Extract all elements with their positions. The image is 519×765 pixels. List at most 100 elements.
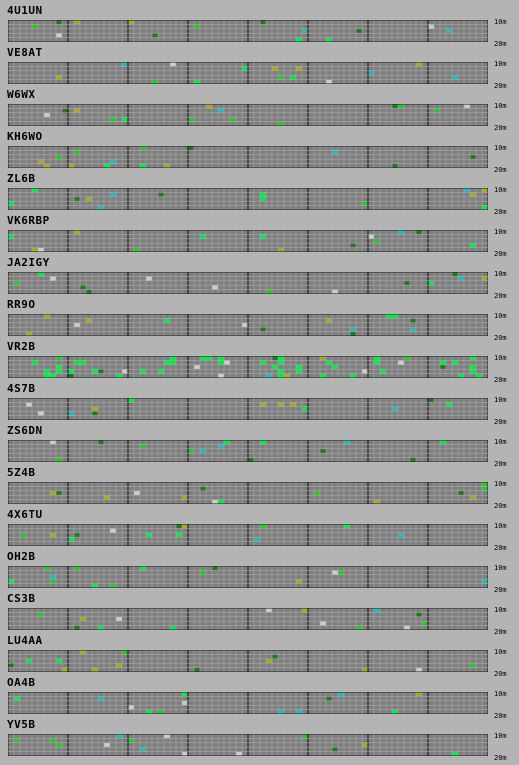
beacon-row: OH2B 10m 20m bbox=[0, 550, 519, 594]
signal-spot bbox=[278, 360, 284, 365]
beacon-row: 5Z4B 10m 20m bbox=[0, 466, 519, 510]
signal-spot bbox=[164, 734, 170, 739]
band-label-10m: 10m bbox=[494, 732, 507, 740]
signal-spot bbox=[50, 276, 56, 281]
signal-spot bbox=[74, 360, 80, 365]
beacon-row: ZL6B 10m 20m bbox=[0, 172, 519, 216]
signal-spot bbox=[80, 650, 86, 655]
signal-spot bbox=[182, 751, 188, 756]
signal-spot bbox=[50, 574, 56, 580]
signal-spot bbox=[200, 570, 206, 575]
signal-spot bbox=[326, 318, 332, 323]
signal-spot bbox=[140, 444, 146, 449]
band-label-20m: 20m bbox=[494, 292, 507, 300]
signal-spot bbox=[440, 364, 446, 370]
signal-spot bbox=[74, 322, 80, 328]
signal-spot bbox=[206, 356, 212, 361]
signal-spot bbox=[482, 188, 488, 193]
signal-spot bbox=[464, 188, 470, 193]
propagation-grid bbox=[8, 482, 488, 504]
signal-spot bbox=[116, 734, 122, 739]
signal-spot bbox=[470, 356, 476, 361]
signal-spot bbox=[38, 272, 44, 277]
band-label-20m: 20m bbox=[494, 334, 507, 342]
signal-spot bbox=[56, 33, 62, 38]
beacon-callsign: KH6WO bbox=[7, 130, 43, 143]
signal-spot bbox=[92, 583, 98, 588]
signal-spot bbox=[50, 373, 56, 378]
signal-spot bbox=[176, 532, 182, 538]
signal-spot bbox=[92, 411, 98, 416]
signal-spot bbox=[8, 201, 14, 206]
band-label-10m: 10m bbox=[494, 480, 507, 488]
signal-spot bbox=[338, 692, 344, 697]
signal-spot bbox=[272, 654, 278, 659]
band-label-10m: 10m bbox=[494, 522, 507, 530]
band-label-10m: 10m bbox=[494, 564, 507, 572]
signal-spot bbox=[224, 440, 230, 445]
signal-spot bbox=[446, 28, 452, 34]
signal-spot bbox=[188, 117, 194, 122]
band-label-20m: 20m bbox=[494, 124, 507, 132]
beacon-row: JA2IGY 10m 20m bbox=[0, 256, 519, 300]
beacon-callsign: CS3B bbox=[7, 592, 36, 605]
signal-spot bbox=[218, 444, 224, 449]
signal-spot bbox=[260, 20, 266, 25]
signal-spot bbox=[374, 360, 380, 365]
signal-spot bbox=[470, 243, 476, 248]
beacon-row: YV5B 10m 20m bbox=[0, 718, 519, 762]
beacon-row: VR2B 10m 20m bbox=[0, 340, 519, 384]
signal-spot bbox=[326, 696, 332, 701]
beacon-callsign: ZS6DN bbox=[7, 424, 43, 437]
signal-spot bbox=[416, 62, 422, 67]
signal-spot bbox=[260, 196, 266, 202]
signal-spot bbox=[332, 150, 338, 155]
signal-spot bbox=[164, 163, 170, 168]
signal-spot bbox=[74, 625, 80, 630]
signal-spot bbox=[392, 104, 398, 109]
signal-spot bbox=[116, 616, 122, 622]
signal-spot bbox=[452, 751, 458, 756]
band-label-10m: 10m bbox=[494, 60, 507, 68]
signal-spot bbox=[296, 364, 302, 370]
signal-spot bbox=[296, 37, 302, 42]
beacon-callsign: VK6RBP bbox=[7, 214, 50, 227]
signal-spot bbox=[26, 658, 32, 664]
band-label-10m: 10m bbox=[494, 690, 507, 698]
signal-spot bbox=[302, 608, 308, 613]
signal-spot bbox=[470, 192, 476, 197]
signal-spot bbox=[260, 524, 266, 529]
signal-spot bbox=[464, 104, 470, 109]
signal-spot bbox=[482, 482, 488, 487]
signal-spot bbox=[200, 448, 206, 454]
band-label-20m: 20m bbox=[494, 250, 507, 258]
beacon-callsign: 4S7B bbox=[7, 382, 36, 395]
signal-spot bbox=[92, 667, 98, 672]
band-label-20m: 20m bbox=[494, 82, 507, 90]
signal-spot bbox=[470, 364, 476, 370]
signal-spot bbox=[428, 280, 434, 286]
signal-spot bbox=[440, 440, 446, 445]
signal-spot bbox=[170, 356, 176, 361]
signal-spot bbox=[50, 440, 56, 445]
signal-spot bbox=[386, 314, 392, 319]
signal-spot bbox=[128, 738, 134, 743]
signal-spot bbox=[74, 20, 80, 25]
signal-spot bbox=[350, 327, 356, 332]
signal-spot bbox=[140, 163, 146, 168]
signal-spot bbox=[188, 448, 194, 454]
beacon-row: LU4AA 10m 20m bbox=[0, 634, 519, 678]
signal-spot bbox=[320, 356, 326, 361]
signal-spot bbox=[416, 667, 422, 672]
signal-spot bbox=[362, 201, 368, 206]
signal-spot bbox=[458, 276, 464, 281]
signal-spot bbox=[302, 406, 308, 412]
signal-spot bbox=[362, 667, 368, 672]
propagation-grid bbox=[8, 566, 488, 588]
signal-spot bbox=[392, 406, 398, 412]
beacon-row: 4X6TU 10m 20m bbox=[0, 508, 519, 552]
signal-spot bbox=[230, 117, 236, 122]
signal-spot bbox=[338, 570, 344, 575]
signal-spot bbox=[428, 24, 434, 29]
band-label-20m: 20m bbox=[494, 670, 507, 678]
